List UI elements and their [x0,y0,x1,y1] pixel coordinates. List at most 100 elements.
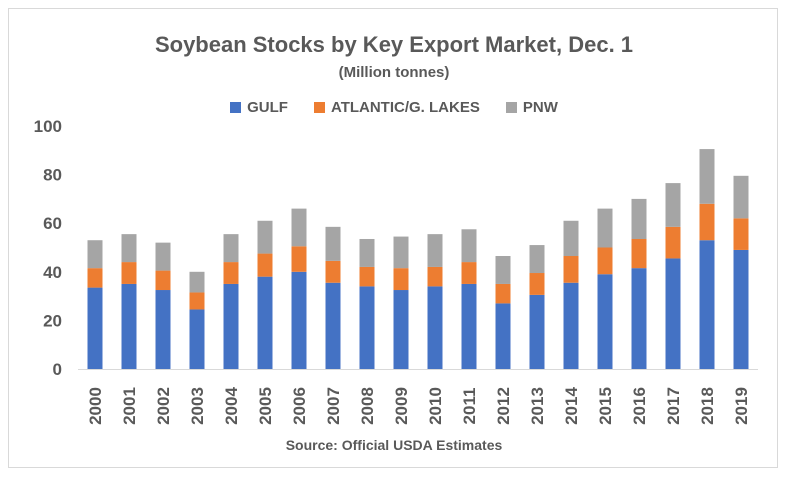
bar-segment-atlantic-g-lakes [461,262,477,284]
bar-segment-atlantic-g-lakes [291,246,307,272]
x-tick-label: 2006 [290,387,309,425]
bar-segment-pnw [393,236,409,269]
bar-segment-atlantic-g-lakes [155,270,171,291]
x-tick-label: 2009 [392,387,411,425]
y-tick-label: 100 [34,117,62,136]
x-tick-label: 2010 [426,387,445,425]
legend-item-pnw: PNW [505,99,558,116]
bar-segment-atlantic-g-lakes [121,262,137,284]
x-tick-label: 2017 [664,387,683,425]
bar-segment-pnw [495,256,511,284]
bar-segment-gulf [665,258,681,369]
x-tick-label: 2003 [188,387,207,425]
bar-segment-gulf [461,283,477,369]
bar-segment-pnw [597,208,613,248]
bar-segment-gulf [325,282,341,369]
bar-segment-gulf [733,249,749,369]
bar-segment-atlantic-g-lakes [393,268,409,291]
bar-segment-gulf [631,268,647,369]
chart-subtitle: (Million tonnes) [338,64,450,81]
bar-segment-pnw [529,245,545,274]
legend-swatch-atlantic [313,102,325,113]
legend-label-gulf: GULF [247,99,288,116]
y-tick-label: 60 [43,214,62,233]
x-tick-label: 2015 [596,387,615,425]
legend-swatch-gulf [230,102,242,113]
bar-segment-gulf [155,290,171,369]
bar-segment-gulf [563,282,579,369]
bar-segment-gulf [597,274,613,369]
bar-segment-pnw [461,229,477,263]
y-tick-label: 80 [43,166,62,185]
y-tick-label: 20 [43,311,62,330]
legend-item-atlantic: ATLANTIC/G. LAKES [313,99,480,116]
x-tick-label: 2008 [358,387,377,425]
bar-segment-pnw [563,220,579,257]
chart-title: Soybean Stocks by Key Export Market, Dec… [154,32,634,57]
bar-segment-gulf [121,283,137,369]
x-tick-label: 2014 [562,387,581,425]
x-tick-label: 2016 [630,387,649,425]
x-tick-label: 2005 [256,387,275,425]
x-tick-label: 2019 [732,387,751,425]
bar-segment-pnw [665,183,681,227]
bar-segment-pnw [121,234,137,263]
x-tick-label: 2000 [86,387,105,425]
bar-segment-atlantic-g-lakes [427,266,443,287]
bar-segment-gulf [393,290,409,369]
legend-label-atlantic: ATLANTIC/G. LAKES [330,99,480,116]
bar-segment-pnw [699,149,715,204]
legend: GULF ATLANTIC/G. LAKES PNW [0,99,788,116]
bar-segment-pnw [189,271,205,293]
bar-segment-atlantic-g-lakes [189,292,205,310]
bar-segment-atlantic-g-lakes [257,253,273,277]
bar-segment-atlantic-g-lakes [359,266,375,287]
legend-label-pnw: PNW [522,99,558,116]
bar-segment-gulf [359,286,375,369]
legend-swatch-pnw [505,102,517,113]
x-tick-label: 2018 [698,387,717,425]
bar-segment-gulf [495,303,511,369]
bar-segment-pnw [291,208,307,247]
x-tick-label: 2002 [154,387,173,425]
bar-segment-gulf [529,294,545,369]
bar-segment-pnw [631,198,647,239]
bar-segment-atlantic-g-lakes [699,203,715,241]
bar-segment-gulf [223,283,239,369]
bar-segment-atlantic-g-lakes [563,256,579,283]
bar-segment-atlantic-g-lakes [325,260,341,283]
bar-segment-gulf [87,287,103,369]
bar-segment-gulf [427,286,443,369]
bar-segment-pnw [427,234,443,267]
y-tick-label: 40 [43,263,62,282]
x-tick-label: 2001 [120,387,139,425]
bar-segment-atlantic-g-lakes [495,283,511,304]
x-tick-label: 2011 [460,388,479,425]
x-tick-label: 2013 [528,387,547,425]
bar-segment-atlantic-g-lakes [597,247,613,275]
bar-segment-gulf [291,271,307,369]
bar-segment-gulf [699,240,715,369]
bar-segment-pnw [87,240,103,269]
x-tick-label: 2007 [324,387,343,425]
bar-segment-pnw [733,175,749,219]
bar-segment-pnw [325,226,341,261]
bar-segment-gulf [189,309,205,369]
bar-segment-pnw [257,220,273,254]
legend-item-gulf: GULF [230,99,288,116]
y-tick-label: 0 [53,360,62,379]
bar-segment-pnw [155,242,171,271]
x-tick-label: 2012 [494,387,513,425]
x-tick-label: 2004 [222,387,241,425]
bar-segment-pnw [359,238,375,267]
bar-segment-gulf [257,276,273,369]
bar-segment-pnw [223,234,239,263]
bar-segment-atlantic-g-lakes [87,268,103,288]
bar-segment-atlantic-g-lakes [631,238,647,269]
source-note: Source: Official USDA Estimates [285,437,503,453]
bar-segment-atlantic-g-lakes [529,273,545,295]
bar-segment-atlantic-g-lakes [665,226,681,259]
bar-segment-atlantic-g-lakes [733,218,749,250]
bar-segment-atlantic-g-lakes [223,262,239,284]
